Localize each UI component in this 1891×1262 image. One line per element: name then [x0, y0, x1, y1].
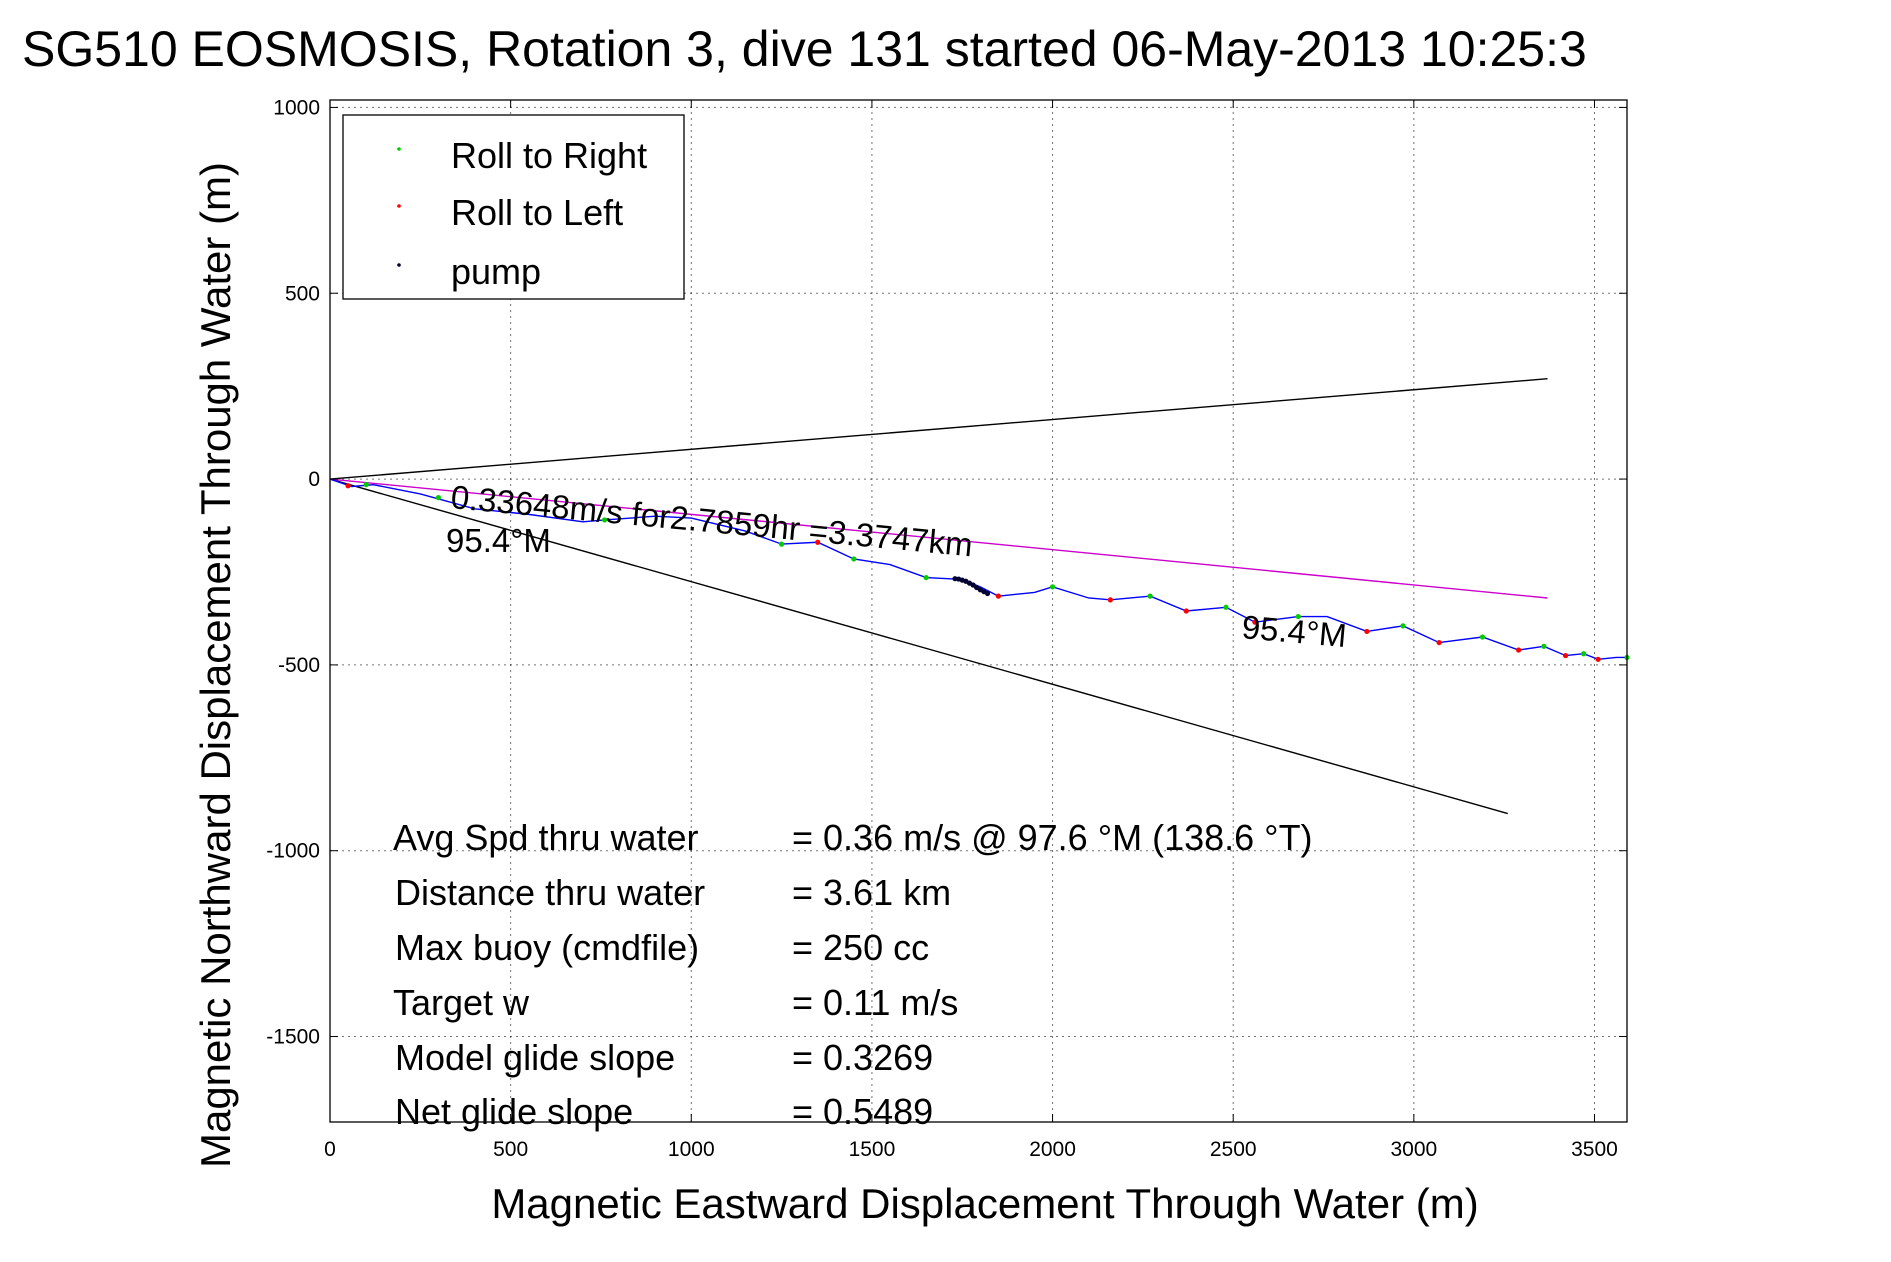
series-track-line [329, 478, 1627, 661]
x-axis-ticks: 0 500 1000 1500 2000 2500 3000 3500 [324, 100, 1618, 1161]
legend: Roll to Right Roll to Left pump [342, 114, 685, 300]
x-axis-title: Magnetic Eastward Displacement Through W… [491, 1180, 1478, 1227]
point-roll-right [1541, 643, 1547, 649]
x-tick-label: 2500 [1210, 1138, 1257, 1161]
heading-end-annotation: 95.4°M [1240, 608, 1348, 654]
y-tick-label: -1500 [266, 1026, 320, 1049]
stats-block: Avg Spd thru water = 0.36 m/s @ 97.6 °M … [393, 817, 1313, 1132]
y-tick-label: -500 [278, 654, 320, 677]
point-roll-right [1400, 623, 1406, 629]
point-roll-right [923, 574, 929, 581]
track-layer [329, 478, 1627, 661]
stat-label-net-glide: Net glide slope [395, 1091, 633, 1132]
stat-label-max-buoy: Max buoy (cmdfile) [395, 927, 699, 968]
grid [330, 100, 1627, 1122]
reference-lines [329, 378, 1548, 815]
point-roll-right [779, 541, 785, 547]
stat-value-target-w: = 0.11 m/s [792, 982, 958, 1023]
plot-frame [329, 99, 1628, 1123]
legend-marker-pump [397, 263, 401, 267]
stat-value-max-buoy: = 250 cc [792, 927, 929, 968]
reference-line-heading [329, 478, 1548, 599]
stat-value-avg-speed: = 0.36 m/s @ 97.6 °M (138.6 °T) [792, 817, 1313, 858]
x-tick-label: 3000 [1390, 1138, 1437, 1161]
legend-marker-roll-right [397, 147, 401, 151]
stat-value-distance: = 3.61 km [792, 872, 951, 913]
point-roll-right [363, 482, 369, 488]
point-roll-right [851, 556, 857, 562]
stat-value-model-glide: = 0.3269 [792, 1037, 933, 1078]
stat-value-net-glide: = 0.5489 [792, 1091, 933, 1132]
y-tick-label: 1000 [273, 96, 320, 119]
point-roll-left [1183, 608, 1189, 614]
point-pump [984, 590, 991, 597]
point-pump [970, 582, 976, 588]
stat-label-model-glide: Model glide slope [395, 1037, 675, 1078]
y-tick-label: -1000 [266, 840, 320, 863]
point-roll-right [1581, 651, 1587, 657]
y-tick-label: 500 [285, 282, 320, 305]
point-roll-right [1295, 613, 1301, 620]
y-axis-ticks: 1000 500 0 -500 -1000 -1500 [266, 96, 1627, 1049]
point-roll-left [1562, 652, 1569, 659]
point-roll-left [1436, 639, 1442, 646]
stat-label-distance: Distance thru water [395, 872, 705, 913]
point-roll-left [1595, 656, 1601, 662]
legend-label-roll-right: Roll to Right [451, 135, 647, 176]
legend-marker-roll-left [397, 204, 401, 208]
chart-title: SG510 EOSMOSIS, Rotation 3, dive 131 sta… [22, 21, 1587, 77]
point-roll-left [1252, 619, 1258, 625]
point-roll-right [601, 517, 608, 523]
stat-label-target-w: Target w [393, 982, 530, 1023]
point-roll-left [1364, 628, 1370, 635]
point-roll-left [345, 483, 351, 489]
y-tick-label: 0 [308, 468, 320, 491]
x-tick-label: 2000 [1029, 1138, 1076, 1161]
point-roll-left [995, 593, 1001, 599]
point-roll-left [1107, 597, 1113, 603]
x-tick-label: 500 [493, 1138, 528, 1161]
legend-label-roll-left: Roll to Left [451, 192, 623, 233]
marker-layer [345, 482, 1630, 662]
x-tick-label: 1500 [849, 1138, 896, 1161]
point-roll-left [815, 539, 821, 545]
reference-line-lower-bound [329, 478, 1508, 815]
point-roll-left [1516, 647, 1522, 653]
x-tick-label: 0 [324, 1138, 336, 1161]
x-tick-label: 1000 [668, 1138, 715, 1161]
y-axis-title: Magnetic Northward Displacement Through … [192, 162, 239, 1168]
x-tick-label: 3500 [1571, 1138, 1618, 1161]
point-roll-right [1147, 593, 1153, 599]
point-roll-right [1049, 584, 1056, 590]
stat-label-avg-speed: Avg Spd thru water [393, 817, 699, 858]
legend-label-pump: pump [451, 251, 541, 292]
reference-line-upper-bound [329, 378, 1548, 480]
heading-start-annotation: 95.4°M [446, 522, 551, 559]
point-roll-right [1479, 634, 1486, 640]
point-roll-right [1223, 604, 1229, 610]
point-roll-right [435, 495, 441, 501]
